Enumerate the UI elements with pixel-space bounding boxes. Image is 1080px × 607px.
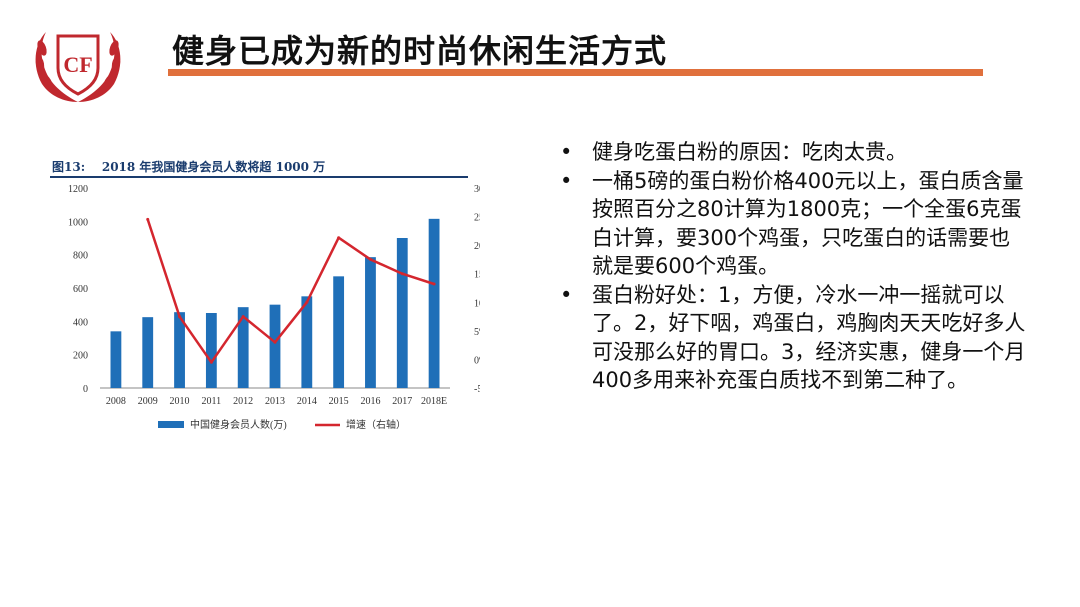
bar: [110, 331, 122, 388]
y2-tick-label: 30%: [474, 184, 480, 195]
bullet-dot-icon: •: [560, 282, 573, 307]
growth-point: [178, 315, 182, 319]
title-underline: [168, 69, 983, 76]
figure-caption-rule: [50, 176, 468, 178]
x-tick-label: 2008: [106, 396, 126, 407]
growth-point: [241, 315, 245, 319]
bullet-text: 一桶5磅的蛋白粉价格400元以上，蛋白质含量按照百分之80计算为1800克；一个…: [592, 168, 1024, 279]
growth-point: [368, 257, 372, 261]
bullet-dot-icon: •: [560, 140, 573, 164]
x-tick-label: 2009: [138, 396, 158, 407]
x-tick-label: 2014: [297, 396, 317, 407]
y-tick-label: 200: [73, 351, 88, 362]
bullet-text: 蛋白粉好处：1，方便，冷水一冲一摇就可以了。2，好下咽，鸡蛋白，鸡胸肉天天吃好多…: [592, 282, 1026, 393]
bar: [365, 257, 376, 388]
x-tick-label: 2015: [329, 396, 349, 407]
y-tick-label: 600: [73, 284, 88, 295]
legend-line-label: 增速（右轴）: [346, 418, 406, 431]
bullet-item: • 蛋白粉好处：1，方便，冷水一冲一摇就可以了。2，好下咽，鸡蛋白，鸡胸肉天天吃好…: [560, 281, 1030, 395]
bar: [205, 313, 217, 388]
bullet-text: 健身吃蛋白粉的原因：吃肉太贵。: [592, 140, 907, 164]
legend-bar-label: 中国健身会员人数(万): [190, 418, 287, 431]
bullet-dot-icon: •: [560, 168, 573, 193]
y-tick-label: 1200: [68, 184, 88, 195]
growth-point: [273, 340, 277, 344]
y2-tick-label: 15%: [474, 270, 480, 281]
y-tick-label: 1000: [68, 217, 88, 228]
bar: [396, 238, 408, 388]
x-tick-label: 2018E: [421, 396, 447, 407]
membership-chart: 0 200 400 600 800 1000 1200 -5% 0% 5% 10% 15% 20% 25%…: [68, 184, 480, 431]
laurel-wreath-icon: [35, 32, 121, 102]
bar: [428, 218, 440, 388]
bullet-item: • 健身吃蛋白粉的原因：吃肉太贵。: [560, 138, 1030, 167]
x-tick-label: 2010: [170, 396, 190, 407]
x-tick-label: 2013: [265, 396, 285, 407]
y-tick-label: 0: [83, 384, 88, 395]
figure-caption: 图13: 2018 年我国健身会员人数将超 1000 万: [52, 160, 326, 174]
y2-tick-label: 5%: [474, 327, 480, 338]
y2-tick-label: 10%: [474, 298, 480, 309]
x-tick-label: 2016: [360, 396, 380, 407]
bar: [142, 317, 154, 388]
y2-tick-label: -5%: [474, 384, 480, 395]
x-tick-label: 2012: [233, 396, 253, 407]
slide-title: 健身已成为新的时尚休闲生活方式: [172, 32, 668, 70]
growth-line: [146, 219, 435, 364]
growth-point: [337, 236, 341, 240]
x-tick-label: 2011: [202, 396, 222, 407]
shield-icon: [56, 34, 100, 96]
y2-tick-label: 20%: [474, 241, 480, 252]
bar: [269, 304, 281, 388]
growth-point: [209, 360, 213, 364]
bullet-item: • 一桶5磅的蛋白粉价格400元以上，蛋白质含量按照百分之80计算为1800克；一…: [560, 167, 1030, 281]
y-tick-label: 800: [73, 251, 88, 262]
x-tick-label: 2017: [392, 396, 412, 407]
y2-tick-label: 0%: [474, 355, 480, 366]
bar: [333, 276, 345, 388]
legend-bar-swatch: [158, 421, 184, 428]
bar: [174, 312, 185, 388]
logo-text: CF: [63, 52, 92, 77]
growth-point: [146, 217, 150, 221]
bar: [301, 296, 313, 388]
growth-point: [400, 272, 404, 276]
growth-point: [305, 300, 309, 304]
bullet-list: • 健身吃蛋白粉的原因：吃肉太贵。 • 一桶5磅的蛋白粉价格400元以上，蛋白质含量按…: [560, 138, 1030, 395]
cf-logo: CF: [35, 32, 121, 102]
y-tick-label: 400: [73, 317, 88, 328]
y2-tick-label: 25%: [474, 213, 480, 224]
bar: [237, 307, 249, 388]
growth-point: [432, 282, 436, 286]
